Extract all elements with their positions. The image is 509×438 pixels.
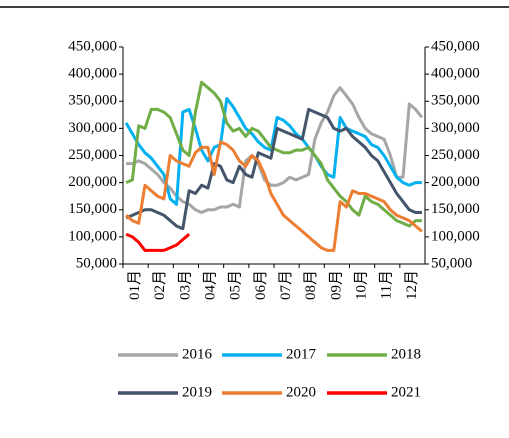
x-tick-label: 04月 <box>203 270 219 300</box>
legend-label: 2021 <box>391 384 421 400</box>
y-tick-label: 450,000 <box>68 38 117 54</box>
y2-tick-label: 50,000 <box>431 255 472 271</box>
y-tick-label: 100,000 <box>68 228 117 244</box>
x-tick-label: 03月 <box>177 270 193 300</box>
x-tick-label: 01月 <box>127 270 143 300</box>
series-line <box>125 140 423 252</box>
series-line <box>126 86 424 214</box>
x-tick-label: 02月 <box>152 270 168 300</box>
y2-tick-label: 250,000 <box>431 147 480 163</box>
y-tick-label: 250,000 <box>68 147 117 163</box>
x-tick-label: 09月 <box>328 270 344 300</box>
y-tick-label: 200,000 <box>68 174 117 190</box>
y-tick-label: 350,000 <box>68 93 117 109</box>
x-tick-label: 12月 <box>404 270 420 300</box>
series-line <box>125 232 191 252</box>
series-line <box>124 97 422 206</box>
y-tick-label: 150,000 <box>68 201 117 217</box>
x-tick-label: 08月 <box>303 270 319 300</box>
x-tick-label: 05月 <box>228 270 244 300</box>
x-tick-label: 10月 <box>354 270 370 300</box>
y-tick-label: 300,000 <box>68 120 117 136</box>
legend-label: 2017 <box>286 346 317 362</box>
y2-tick-label: 150,000 <box>431 201 480 217</box>
y2-tick-label: 450,000 <box>431 38 480 54</box>
legend-label: 2020 <box>286 384 316 400</box>
legend-label: 2016 <box>182 346 213 362</box>
y-tick-label: 400,000 <box>68 66 117 82</box>
y2-tick-label: 100,000 <box>431 228 480 244</box>
x-tick-label: 11月 <box>379 270 395 299</box>
y2-tick-label: 400,000 <box>431 66 480 82</box>
x-tick-label: 06月 <box>253 270 269 300</box>
series-line <box>125 107 422 231</box>
legend-label: 2019 <box>182 384 212 400</box>
y2-tick-label: 350,000 <box>431 93 480 109</box>
y2-tick-label: 300,000 <box>431 120 480 136</box>
x-tick-label: 07月 <box>278 270 294 300</box>
y2-tick-label: 200,000 <box>431 174 480 190</box>
legend-label: 2018 <box>391 346 421 362</box>
y-tick-label: 50,000 <box>76 255 117 271</box>
